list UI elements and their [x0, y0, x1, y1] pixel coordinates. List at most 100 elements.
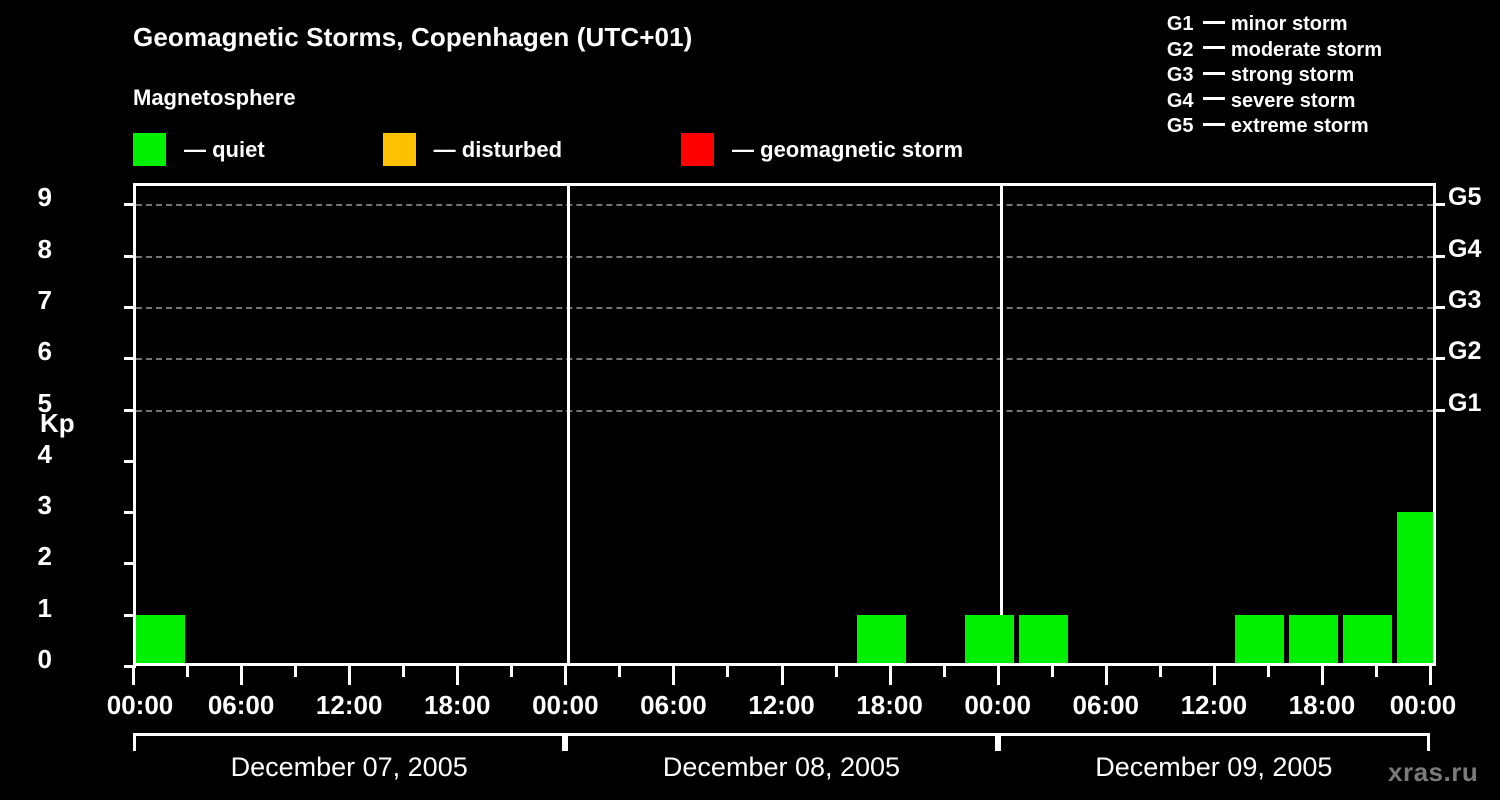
legend-swatch-disturbed: [382, 133, 416, 166]
y-axis-label-8: 8: [37, 233, 52, 264]
page-title: Geomagnetic Storms, Copenhagen (UTC+01): [133, 22, 693, 52]
y-tick-6: [124, 357, 136, 361]
y-tick-7: [124, 305, 136, 309]
x-tick-minor-39h: [834, 666, 838, 677]
x-tick-major-48h: [996, 666, 1000, 685]
y-tick-4: [124, 459, 136, 463]
x-tick-minor-57h: [1158, 666, 1162, 677]
x-tick-major-42h: [888, 666, 892, 685]
y-axis-label-5: 5: [37, 387, 52, 418]
legend-item-quiet: — quiet: [133, 133, 265, 166]
y-axis-label-1: 1: [37, 592, 52, 623]
legend-item-geomagnetic-storm: — geomagnetic storm: [681, 133, 963, 166]
g-scale-code: G4: [1166, 89, 1194, 112]
x-tick-major-24h: [564, 666, 568, 685]
bar: [1396, 512, 1433, 666]
y-axis-label-7: 7: [37, 284, 52, 315]
bar: [1342, 614, 1392, 666]
x-tick-minor-27h: [618, 666, 622, 677]
day-bracket-1: [133, 733, 566, 751]
bar: [136, 614, 186, 666]
y-tick-8: [124, 254, 136, 258]
bar: [1288, 614, 1338, 666]
x-tick-minor-3h: [186, 666, 190, 677]
bar: [964, 614, 1014, 666]
g-scale-row-g1: G1 minor storm: [1167, 12, 1382, 38]
day-separator-1: [567, 186, 571, 666]
series-title: Magnetosphere: [133, 85, 296, 110]
x-axis-label-11: 18:00: [1288, 690, 1356, 720]
g-scale-code: G3: [1166, 64, 1194, 86]
g-scale-desc: moderate storm: [1230, 38, 1382, 61]
day-label-1: December 07, 2005: [230, 752, 468, 782]
x-tick-major-66h: [1320, 666, 1324, 685]
x-axis-label-6: 12:00: [748, 690, 815, 720]
g-tick-g4: [1433, 254, 1445, 258]
gridline-kp-5: [136, 409, 1433, 412]
dash-icon: [1202, 97, 1225, 101]
g-tick-g3: [1433, 305, 1445, 309]
g-axis-label-g5: G5: [1448, 183, 1482, 212]
legend-item-disturbed: — disturbed: [382, 133, 563, 166]
x-axis-label-1: 06:00: [207, 690, 275, 720]
x-axis-label-0: 00:00: [106, 690, 174, 720]
x-tick-minor-45h: [942, 666, 946, 677]
g-tick-g1: [1433, 408, 1445, 412]
gridline-kp-8: [136, 255, 1433, 258]
x-tick-major-72h: [1429, 666, 1432, 685]
y-tick-0: [124, 665, 136, 668]
y-axis-label-2: 2: [37, 541, 52, 572]
bar: [1018, 614, 1068, 666]
x-axis-label-10: 12:00: [1180, 690, 1248, 720]
x-tick-major-54h: [1104, 666, 1108, 685]
g-tick-g2: [1433, 357, 1445, 361]
legend-swatch-geomagnetic-storm: [681, 133, 715, 166]
g-scale-row-g3: G3 strong storm: [1167, 63, 1382, 89]
g-scale-legend: G1 minor storm G2 moderate storm G3 strong st…: [1167, 12, 1382, 140]
x-tick-major-12h: [348, 666, 352, 685]
x-axis-line: [133, 663, 1433, 666]
x-tick-minor-9h: [294, 666, 298, 677]
y-axis-label-3: 3: [37, 490, 52, 521]
y-axis-title: Kp: [40, 408, 75, 438]
bar: [1234, 614, 1284, 666]
y-tick-9: [124, 203, 136, 207]
g-scale-row-g4: G4 severe storm: [1167, 89, 1382, 115]
plot-area: [124, 183, 1445, 668]
gridline-kp-7: [136, 306, 1433, 309]
x-axis-label-12: 00:00: [1389, 690, 1457, 720]
day-label-3: December 09, 2005: [1095, 752, 1333, 782]
g-scale-code: G5: [1166, 115, 1194, 137]
x-axis-label-8: 00:00: [964, 690, 1031, 720]
g-axis-label-g4: G4: [1448, 234, 1482, 263]
x-tick-minor-21h: [510, 666, 514, 677]
y-axis-label-9: 9: [37, 182, 52, 213]
day-separator-2: [999, 186, 1003, 666]
x-tick-minor-51h: [1050, 666, 1054, 677]
y-tick-1: [124, 613, 136, 617]
y-axis-label-0: 0: [37, 644, 52, 674]
y-axis-label-6: 6: [37, 336, 52, 367]
x-tick-major-60h: [1212, 666, 1216, 685]
dash-icon: [1202, 71, 1225, 75]
g-scale-desc: extreme storm: [1230, 115, 1369, 137]
legend-label-geomagnetic-storm: — geomagnetic storm: [732, 136, 964, 162]
x-axis-label-2: 12:00: [315, 690, 383, 720]
x-tick-minor-69h: [1374, 666, 1378, 677]
day-label-2: December 08, 2005: [662, 752, 901, 782]
x-tick-minor-63h: [1266, 666, 1270, 677]
g-scale-code: G2: [1166, 38, 1194, 61]
dash-icon: [1202, 122, 1225, 126]
g-scale-desc: severe storm: [1230, 89, 1356, 112]
g-axis-label-g1: G1: [1448, 388, 1482, 417]
x-axis-ticks: [0, 666, 1500, 686]
g-scale-desc: strong storm: [1230, 64, 1355, 86]
x-tick-major-18h: [456, 666, 460, 685]
x-axis-label-5: 06:00: [640, 690, 707, 720]
day-bracket-2: [565, 733, 998, 751]
legend-label-disturbed: — disturbed: [433, 136, 563, 162]
y-tick-2: [124, 562, 136, 566]
x-tick-minor-15h: [402, 666, 406, 677]
dash-icon: [1202, 46, 1225, 50]
g-tick-g5: [1433, 203, 1445, 207]
